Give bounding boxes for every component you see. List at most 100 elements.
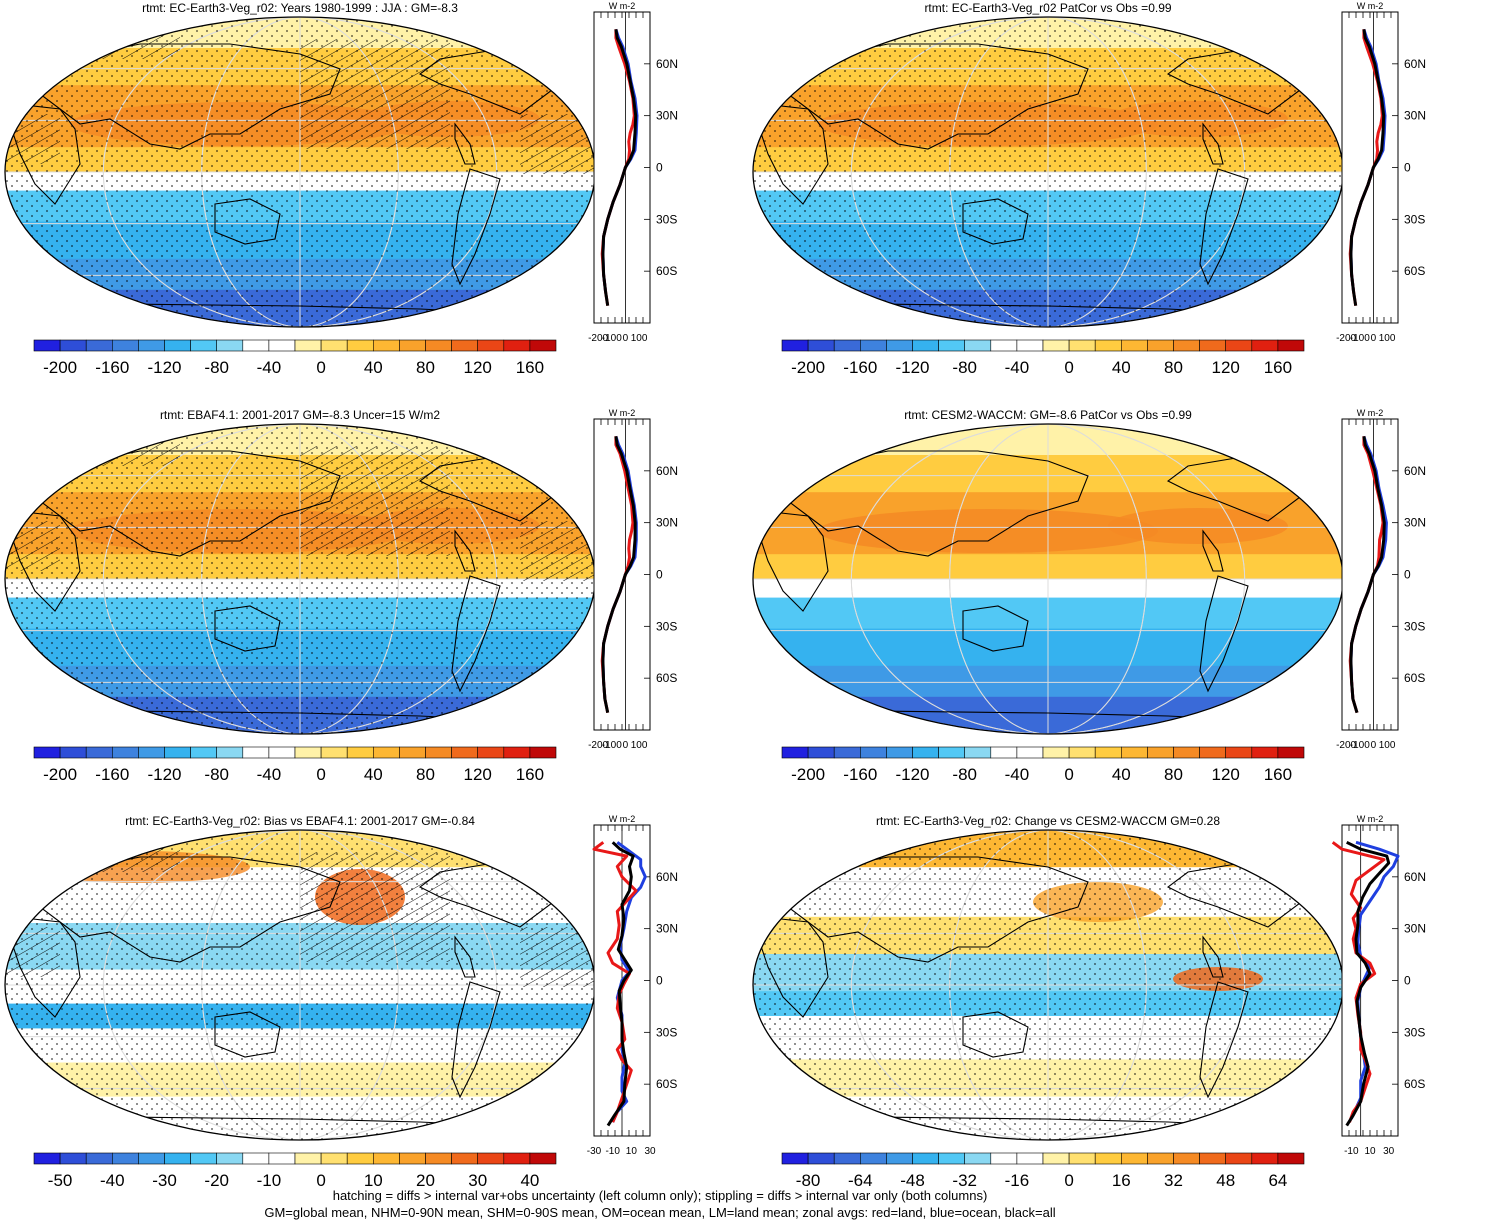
colorbar-swatch <box>451 1152 479 1165</box>
colorbar-swatch <box>425 1152 452 1165</box>
hatching-overlay <box>95 424 180 466</box>
map-field <box>5 424 595 734</box>
colorbar-tick-label: 80 <box>1164 358 1183 377</box>
colorbar-swatch <box>1225 339 1253 352</box>
world-map <box>752 829 1344 1141</box>
colorbar-tick-label: -160 <box>95 358 129 377</box>
colorbar-tick-label: -160 <box>843 358 877 377</box>
colorbar-swatch <box>886 339 913 352</box>
colorbar-swatch <box>1068 746 1096 759</box>
colorbar-tick-label: 20 <box>416 1171 435 1190</box>
x-tick-label: 30 <box>1383 1146 1395 1157</box>
colorbar-swatch <box>886 746 913 759</box>
colorbar-tick-label: 120 <box>1212 765 1240 784</box>
colorbar-swatch <box>860 746 887 759</box>
lat-tick-label: 30S <box>1404 1025 1425 1039</box>
colorbar-swatch <box>372 746 400 759</box>
colorbar-tick-label: -20 <box>204 1171 229 1190</box>
zonal-mean-plot: W m-2 60N 30N 0 30S 60S -30 -10 10 30 <box>587 814 678 1157</box>
x-tick-label: -200 <box>588 333 608 344</box>
colorbar-tick-label: 0 <box>1064 1171 1073 1190</box>
hatching-overlay <box>300 39 450 149</box>
lat-tick-label: 60S <box>1404 1077 1425 1091</box>
colorbar-tick-label: -160 <box>843 765 877 784</box>
lat-tick-label: 30S <box>656 619 677 633</box>
colorbar-swatch <box>1147 746 1174 759</box>
colorbar-tick-label: 80 <box>1164 765 1183 784</box>
lat-tick-label: 0 <box>1404 161 1411 175</box>
colorbar-swatch <box>372 339 400 352</box>
colorbar-swatch <box>1068 339 1096 352</box>
x-tick-label: -200 <box>588 740 608 751</box>
colorbar-tick-label: 0 <box>316 358 325 377</box>
colorbar-swatch <box>242 1152 270 1165</box>
panel-title: rtmt: EC-Earth3-Veg_r02: Bias vs EBAF4.1… <box>125 814 475 828</box>
lat-tick-label: 60N <box>1404 870 1426 884</box>
colorbar-swatch <box>1199 1152 1227 1165</box>
colorbar-tick-label: 80 <box>416 358 435 377</box>
colorbar-swatch <box>912 1152 939 1165</box>
black-zonal-line <box>606 841 635 1127</box>
colorbar-tick-label: 160 <box>1264 765 1292 784</box>
colorbar-tick-label: 30 <box>468 1171 487 1190</box>
lat-tick-label: 30N <box>1404 516 1426 530</box>
colorbar-swatch <box>1173 1152 1200 1165</box>
stippling-overlay <box>753 17 1343 327</box>
unit-label: W m-2 <box>1357 408 1384 418</box>
x-tick-label: -100 <box>1350 333 1370 344</box>
world-map <box>4 16 596 328</box>
colorbar-swatch <box>164 746 191 759</box>
lat-tick-label: 0 <box>1404 974 1411 988</box>
colorbar-tick-label: 40 <box>1112 765 1131 784</box>
stippling-overlay <box>753 830 1343 1140</box>
colorbar-tick-label: 40 <box>1112 358 1131 377</box>
colorbar-swatch <box>294 339 322 352</box>
x-tick-label: 0 <box>623 333 629 344</box>
colorbar-swatch <box>294 746 322 759</box>
colorbar-tick-label: 16 <box>1112 1171 1131 1190</box>
colorbar-tick-label: 160 <box>1264 358 1292 377</box>
colorbar-tick-label: -48 <box>900 1171 925 1190</box>
colorbar-swatch <box>216 746 244 759</box>
x-tick-label: -100 <box>602 740 622 751</box>
colorbar-swatch <box>1042 339 1070 352</box>
x-tick-label: 100 <box>631 333 648 344</box>
colorbar-swatch <box>1277 1152 1305 1165</box>
colorbar-swatch <box>807 746 835 759</box>
lat-tick-label: 0 <box>656 161 663 175</box>
unit-label: W m-2 <box>1357 1 1384 11</box>
colorbar: -200-160-120-80-4004080120160200 <box>33 339 557 377</box>
colorbar-swatch <box>503 1152 531 1165</box>
lat-tick-label: 0 <box>656 974 663 988</box>
zonal-frame <box>1341 824 1399 1137</box>
unit-label: W m-2 <box>609 408 636 418</box>
colorbar-swatch <box>1225 1152 1253 1165</box>
x-tick-label: 0 <box>1371 740 1377 751</box>
colorbar-swatch <box>990 339 1018 352</box>
map-field <box>5 830 595 1140</box>
colorbar-swatch <box>372 1152 400 1165</box>
lat-tick-label: 60S <box>1404 264 1425 278</box>
colorbar-swatch <box>1120 1152 1148 1165</box>
colorbar-swatch <box>1016 1152 1044 1165</box>
lat-tick-label: 0 <box>656 568 663 582</box>
colorbar-swatch <box>781 339 809 352</box>
colorbar-tick-label: 48 <box>1216 1171 1235 1190</box>
map-panel: rtmt: EC-Earth3-Veg_r02 PatCor vs Obs =0… <box>748 0 1485 407</box>
panel-title: rtmt: EBAF4.1: 2001-2017 GM=-8.3 Uncer=1… <box>159 408 441 422</box>
hatching-overlay <box>300 852 450 962</box>
colorbar-swatch <box>164 339 191 352</box>
colorbar-tick-label: 0 <box>316 765 325 784</box>
colorbar-tick-label: 40 <box>520 1171 539 1190</box>
lat-tick-label: 0 <box>1404 568 1411 582</box>
colorbar-tick-label: 40 <box>364 765 383 784</box>
colorbar-swatch <box>938 1152 966 1165</box>
map-field <box>5 17 595 327</box>
colorbar-tick-label: 32 <box>1164 1171 1183 1190</box>
colorbar-swatch <box>425 339 452 352</box>
x-tick-label: -10 <box>1344 1146 1359 1157</box>
map-panel: rtmt: EC-Earth3-Veg_r02: Years 1980-1999… <box>0 0 742 407</box>
colorbar-tick-label: 120 <box>464 358 492 377</box>
x-tick-label: 10 <box>626 1146 638 1157</box>
